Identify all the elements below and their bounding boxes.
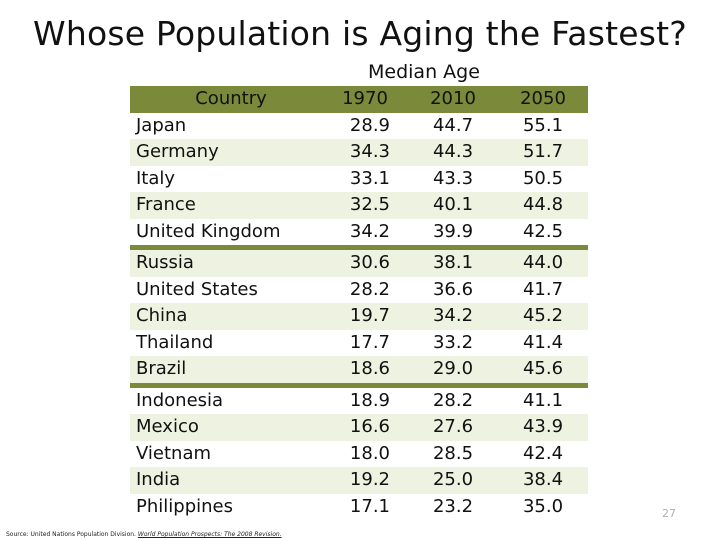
cell-2010: 33.2 bbox=[408, 329, 498, 356]
table-row: Russia 30.6 38.1 44.0 bbox=[130, 247, 588, 277]
cell-1970: 34.2 bbox=[302, 218, 408, 250]
table-row: Japan 28.9 44.7 55.1 bbox=[130, 112, 588, 139]
cell-2050: 41.7 bbox=[498, 276, 588, 303]
cell-country: United States bbox=[130, 276, 302, 303]
cell-country: Indonesia bbox=[130, 385, 302, 414]
cell-2010: 44.7 bbox=[408, 112, 498, 139]
source-publication: World Population Prospects: The 2008 Rev… bbox=[137, 531, 282, 538]
cell-2010: 23.2 bbox=[408, 493, 498, 520]
table-row: India 19.2 25.0 38.4 bbox=[130, 467, 588, 494]
cell-1970: 19.7 bbox=[302, 303, 408, 330]
table-row: Germany 34.3 44.3 51.7 bbox=[130, 139, 588, 166]
cell-2010: 29.0 bbox=[408, 356, 498, 388]
table-subheading: Median Age bbox=[368, 61, 480, 83]
cell-2010: 39.9 bbox=[408, 218, 498, 250]
cell-2010: 38.1 bbox=[408, 247, 498, 277]
table-row: Mexico 16.6 27.6 43.9 bbox=[130, 414, 588, 441]
cell-2010: 34.2 bbox=[408, 303, 498, 330]
cell-country: Brazil bbox=[130, 356, 302, 388]
table-row: Indonesia 18.9 28.2 41.1 bbox=[130, 385, 588, 414]
cell-country: China bbox=[130, 303, 302, 330]
cell-1970: 33.1 bbox=[302, 165, 408, 192]
table-row: Thailand 17.7 33.2 41.4 bbox=[130, 329, 588, 356]
table-header-row: Country 1970 2010 2050 bbox=[130, 86, 588, 113]
page-number: 27 bbox=[662, 507, 676, 520]
cell-2010: 36.6 bbox=[408, 276, 498, 303]
cell-country: France bbox=[130, 192, 302, 219]
cell-1970: 18.6 bbox=[302, 356, 408, 388]
cell-2010: 27.6 bbox=[408, 414, 498, 441]
cell-2010: 28.2 bbox=[408, 385, 498, 414]
cell-country: Mexico bbox=[130, 414, 302, 441]
header-2050: 2050 bbox=[498, 86, 588, 113]
cell-2050: 35.0 bbox=[498, 493, 588, 520]
cell-2050: 43.9 bbox=[498, 414, 588, 441]
cell-2050: 41.1 bbox=[498, 385, 588, 414]
median-age-table: Country 1970 2010 2050 Japan 28.9 44.7 55.1… bbox=[130, 86, 588, 520]
slide-title: Whose Population is Aging the Fastest? bbox=[33, 14, 687, 53]
cell-2050: 51.7 bbox=[498, 139, 588, 166]
cell-2050: 45.2 bbox=[498, 303, 588, 330]
cell-2050: 44.0 bbox=[498, 247, 588, 277]
table-row: United States 28.2 36.6 41.7 bbox=[130, 276, 588, 303]
cell-2050: 42.4 bbox=[498, 440, 588, 467]
cell-country: Germany bbox=[130, 139, 302, 166]
cell-1970: 16.6 bbox=[302, 414, 408, 441]
cell-1970: 18.0 bbox=[302, 440, 408, 467]
cell-1970: 17.1 bbox=[302, 493, 408, 520]
cell-2050: 42.5 bbox=[498, 218, 588, 250]
cell-1970: 30.6 bbox=[302, 247, 408, 277]
cell-1970: 18.9 bbox=[302, 385, 408, 414]
cell-country: United Kingdom bbox=[130, 218, 302, 250]
cell-1970: 34.3 bbox=[302, 139, 408, 166]
cell-country: Japan bbox=[130, 112, 302, 139]
cell-1970: 32.5 bbox=[302, 192, 408, 219]
cell-1970: 28.2 bbox=[302, 276, 408, 303]
cell-country: Vietnam bbox=[130, 440, 302, 467]
cell-2010: 28.5 bbox=[408, 440, 498, 467]
cell-1970: 17.7 bbox=[302, 329, 408, 356]
source-note: Source: United Nations Population Divisi… bbox=[6, 531, 282, 538]
cell-2050: 38.4 bbox=[498, 467, 588, 494]
cell-country: Italy bbox=[130, 165, 302, 192]
table-row: Philippines 17.1 23.2 35.0 bbox=[130, 493, 588, 520]
cell-1970: 28.9 bbox=[302, 112, 408, 139]
cell-2050: 45.6 bbox=[498, 356, 588, 388]
table-row: Brazil 18.6 29.0 45.6 bbox=[130, 356, 588, 388]
cell-2010: 25.0 bbox=[408, 467, 498, 494]
header-1970: 1970 bbox=[302, 86, 408, 113]
table-row: China 19.7 34.2 45.2 bbox=[130, 303, 588, 330]
table-body: Japan 28.9 44.7 55.1 Germany 34.3 44.3 51.7 Ital… bbox=[130, 112, 588, 520]
table-row: United Kingdom 34.2 39.9 42.5 bbox=[130, 218, 588, 250]
cell-1970: 19.2 bbox=[302, 467, 408, 494]
table-row: Italy 33.1 43.3 50.5 bbox=[130, 165, 588, 192]
header-2010: 2010 bbox=[408, 86, 498, 113]
cell-2050: 55.1 bbox=[498, 112, 588, 139]
cell-2050: 41.4 bbox=[498, 329, 588, 356]
cell-2010: 43.3 bbox=[408, 165, 498, 192]
cell-country: Russia bbox=[130, 247, 302, 277]
table-row: France 32.5 40.1 44.8 bbox=[130, 192, 588, 219]
cell-country: Philippines bbox=[130, 493, 302, 520]
cell-2050: 44.8 bbox=[498, 192, 588, 219]
cell-2010: 40.1 bbox=[408, 192, 498, 219]
header-country: Country bbox=[130, 86, 302, 113]
table-row: Vietnam 18.0 28.5 42.4 bbox=[130, 440, 588, 467]
cell-country: India bbox=[130, 467, 302, 494]
cell-2050: 50.5 bbox=[498, 165, 588, 192]
source-prefix: Source: United Nations Population Divisi… bbox=[6, 531, 136, 538]
cell-2010: 44.3 bbox=[408, 139, 498, 166]
cell-country: Thailand bbox=[130, 329, 302, 356]
